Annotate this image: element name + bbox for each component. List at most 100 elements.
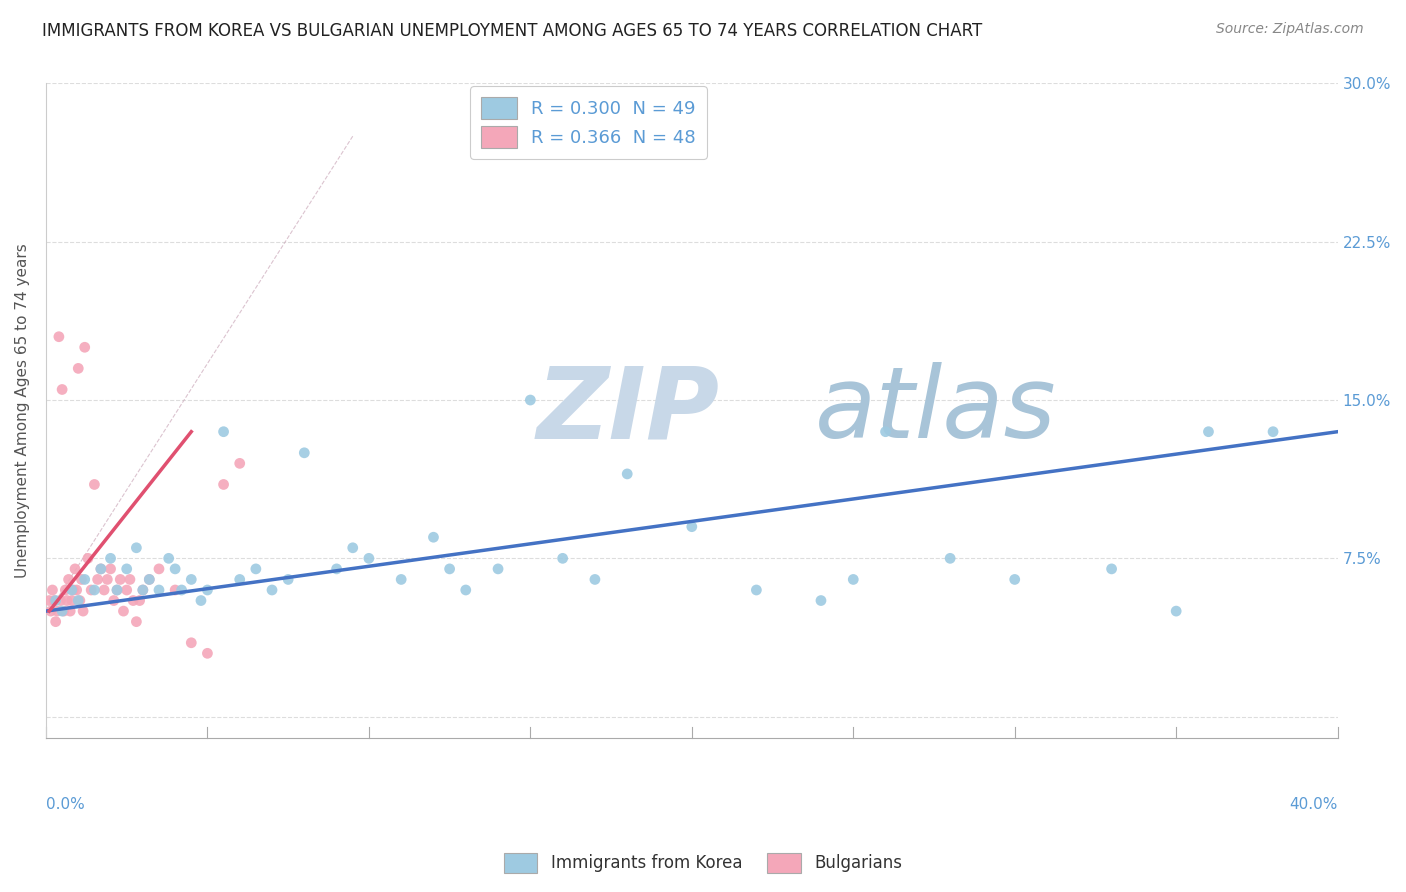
Point bbox=[212, 425, 235, 439]
Point bbox=[292, 446, 315, 460]
Point bbox=[90, 562, 112, 576]
Point bbox=[51, 604, 73, 618]
Text: atlas: atlas bbox=[814, 362, 1056, 459]
Point bbox=[73, 573, 96, 587]
Point bbox=[138, 573, 160, 587]
Point bbox=[157, 551, 180, 566]
Legend: R = 0.300  N = 49, R = 0.366  N = 48: R = 0.300 N = 49, R = 0.366 N = 48 bbox=[470, 86, 707, 159]
Point bbox=[72, 604, 94, 618]
Point bbox=[180, 573, 202, 587]
Point bbox=[46, 604, 69, 618]
Point bbox=[810, 593, 832, 607]
Point bbox=[58, 573, 80, 587]
Point bbox=[1198, 425, 1220, 439]
Point bbox=[100, 562, 122, 576]
Point bbox=[277, 573, 299, 587]
Point bbox=[551, 551, 574, 566]
Point bbox=[228, 456, 250, 470]
Point bbox=[100, 551, 122, 566]
Point bbox=[69, 593, 91, 607]
Point bbox=[103, 593, 125, 607]
Point bbox=[115, 582, 138, 597]
Point bbox=[128, 593, 150, 607]
Point bbox=[148, 562, 170, 576]
Point bbox=[105, 582, 128, 597]
Point bbox=[389, 573, 412, 587]
Point bbox=[132, 582, 155, 597]
Point bbox=[70, 573, 93, 587]
Point bbox=[56, 593, 79, 607]
Point bbox=[67, 593, 90, 607]
Point bbox=[197, 582, 219, 597]
Point bbox=[260, 582, 283, 597]
Point bbox=[110, 573, 132, 587]
Y-axis label: Unemployment Among Ages 65 to 74 years: Unemployment Among Ages 65 to 74 years bbox=[15, 244, 30, 578]
Point bbox=[38, 593, 60, 607]
Text: 0.0%: 0.0% bbox=[46, 797, 84, 812]
Point bbox=[439, 562, 461, 576]
Point bbox=[212, 477, 235, 491]
Point bbox=[583, 573, 606, 587]
Point bbox=[52, 604, 75, 618]
Point bbox=[939, 551, 962, 566]
Point bbox=[125, 541, 148, 555]
Point bbox=[39, 604, 62, 618]
Point bbox=[616, 467, 638, 481]
Point bbox=[59, 604, 82, 618]
Point bbox=[86, 573, 108, 587]
Point bbox=[60, 582, 83, 597]
Point bbox=[357, 551, 380, 566]
Point bbox=[105, 582, 128, 597]
Point bbox=[112, 604, 135, 618]
Point bbox=[132, 582, 155, 597]
Point bbox=[83, 477, 105, 491]
Point bbox=[1166, 604, 1188, 618]
Legend: Immigrants from Korea, Bulgarians: Immigrants from Korea, Bulgarians bbox=[498, 847, 908, 880]
Point bbox=[165, 582, 187, 597]
Point bbox=[45, 593, 67, 607]
Point bbox=[745, 582, 768, 597]
Point bbox=[73, 340, 96, 354]
Point bbox=[125, 615, 148, 629]
Point bbox=[62, 582, 84, 597]
Point bbox=[842, 573, 865, 587]
Point bbox=[1261, 425, 1284, 439]
Point bbox=[53, 582, 76, 597]
Point bbox=[48, 329, 70, 343]
Text: 40.0%: 40.0% bbox=[1289, 797, 1337, 812]
Point bbox=[454, 582, 477, 597]
Point bbox=[190, 593, 212, 607]
Point bbox=[486, 562, 509, 576]
Point bbox=[118, 573, 141, 587]
Point bbox=[51, 383, 73, 397]
Point bbox=[115, 562, 138, 576]
Point bbox=[180, 636, 202, 650]
Point bbox=[63, 562, 86, 576]
Point bbox=[49, 593, 72, 607]
Point bbox=[342, 541, 364, 555]
Point bbox=[148, 582, 170, 597]
Text: IMMIGRANTS FROM KOREA VS BULGARIAN UNEMPLOYMENT AMONG AGES 65 TO 74 YEARS CORREL: IMMIGRANTS FROM KOREA VS BULGARIAN UNEMP… bbox=[42, 22, 983, 40]
Point bbox=[96, 573, 118, 587]
Point bbox=[77, 551, 100, 566]
Point bbox=[42, 593, 65, 607]
Point bbox=[681, 519, 703, 533]
Point bbox=[41, 582, 63, 597]
Point bbox=[245, 562, 267, 576]
Point bbox=[80, 582, 103, 597]
Point bbox=[165, 562, 187, 576]
Point bbox=[90, 562, 112, 576]
Point bbox=[60, 593, 83, 607]
Point bbox=[197, 646, 219, 660]
Point bbox=[66, 582, 89, 597]
Point bbox=[67, 361, 90, 376]
Point bbox=[83, 582, 105, 597]
Point bbox=[325, 562, 347, 576]
Text: ZIP: ZIP bbox=[537, 362, 720, 459]
Text: Source: ZipAtlas.com: Source: ZipAtlas.com bbox=[1216, 22, 1364, 37]
Point bbox=[170, 582, 193, 597]
Point bbox=[138, 573, 160, 587]
Point bbox=[1101, 562, 1123, 576]
Point bbox=[228, 573, 250, 587]
Point bbox=[1004, 573, 1026, 587]
